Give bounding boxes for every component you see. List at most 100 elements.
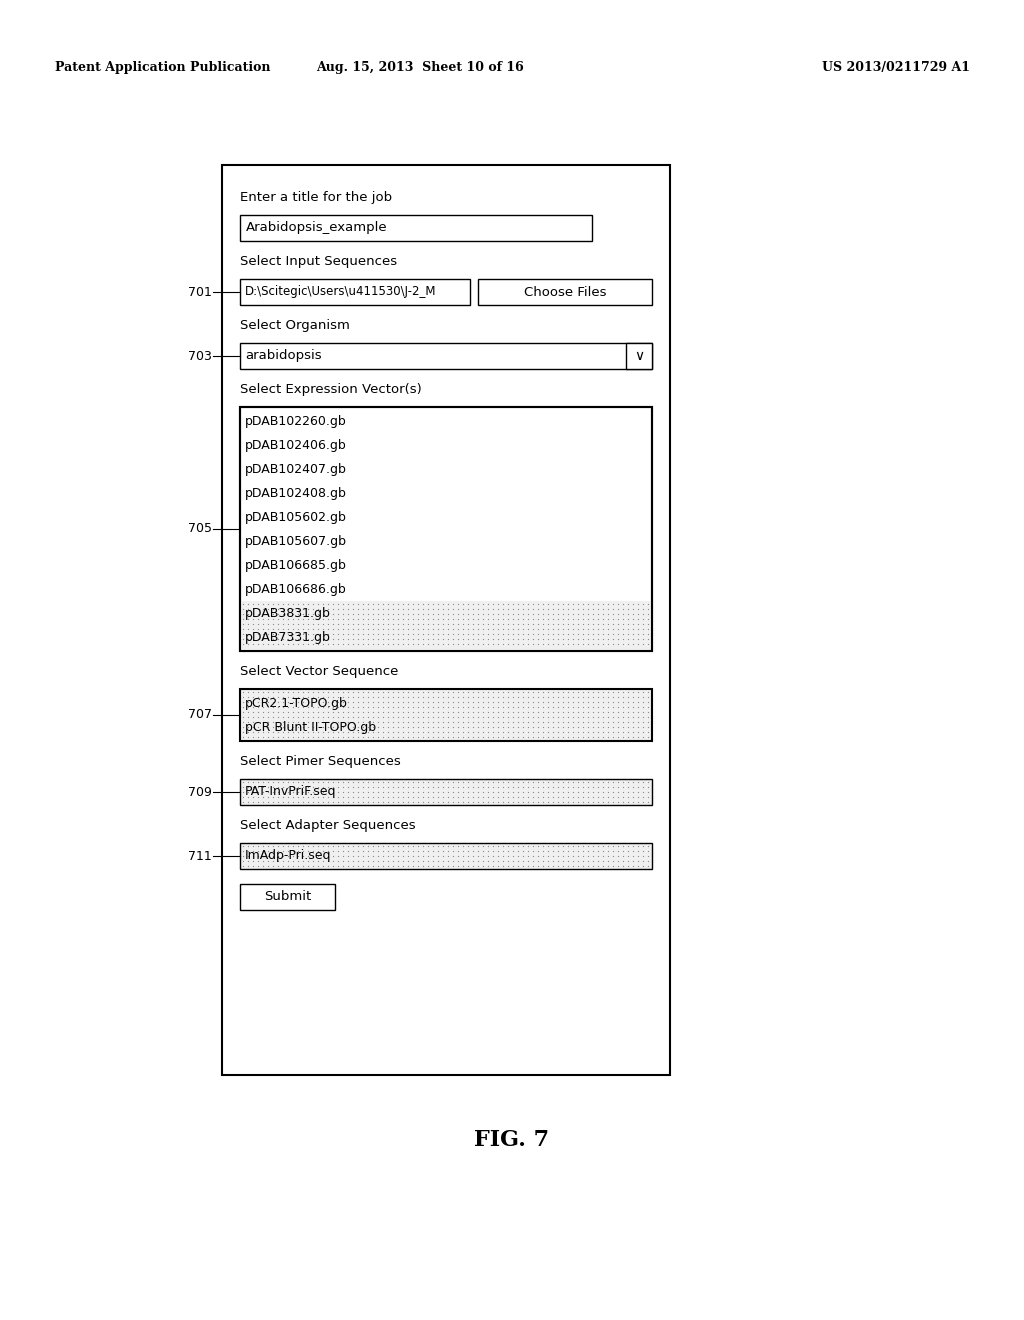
Point [325, 701, 341, 722]
Point [234, 845, 251, 866]
Point [585, 836, 601, 857]
Point [245, 776, 261, 797]
Point [359, 841, 376, 862]
Point [590, 792, 606, 813]
Point [265, 771, 282, 792]
Point [420, 619, 436, 640]
Point [535, 681, 551, 702]
Point [420, 787, 436, 808]
Point [535, 598, 551, 619]
Point [435, 781, 452, 803]
Point [300, 623, 316, 644]
Point [245, 717, 261, 738]
Point [630, 781, 646, 803]
Point [325, 686, 341, 708]
Point [510, 594, 526, 615]
Point [574, 681, 591, 702]
Point [455, 628, 471, 649]
Point [555, 776, 571, 797]
Point [460, 841, 476, 862]
Point [585, 598, 601, 619]
Point [495, 845, 511, 866]
Point [605, 855, 622, 876]
Point [290, 614, 306, 635]
Point [370, 619, 386, 640]
Point [435, 594, 452, 615]
Point [595, 855, 611, 876]
Point [475, 776, 492, 797]
Point [274, 619, 291, 640]
Point [325, 623, 341, 644]
Point [470, 609, 486, 630]
Point [354, 701, 371, 722]
Point [489, 598, 506, 619]
Point [410, 603, 426, 624]
Point [300, 850, 316, 871]
Point [410, 701, 426, 722]
Point [425, 686, 441, 708]
Point [340, 787, 356, 808]
Text: pDAB102406.gb: pDAB102406.gb [245, 438, 347, 451]
Point [265, 701, 282, 722]
Point [495, 836, 511, 857]
Point [515, 594, 531, 615]
Point [390, 836, 407, 857]
Point [260, 628, 276, 649]
Point [365, 792, 381, 813]
Point [480, 776, 497, 797]
Point [620, 717, 636, 738]
Point [274, 841, 291, 862]
Point [370, 792, 386, 813]
Point [510, 681, 526, 702]
Point [470, 845, 486, 866]
Point [610, 717, 627, 738]
Point [480, 609, 497, 630]
Point [525, 845, 542, 866]
Point [359, 855, 376, 876]
Point [300, 628, 316, 649]
Point [495, 701, 511, 722]
Point [585, 594, 601, 615]
Point [359, 836, 376, 857]
Point [455, 686, 471, 708]
Point [415, 603, 431, 624]
Point [560, 781, 577, 803]
Point [260, 619, 276, 640]
Point [234, 619, 251, 640]
Point [350, 686, 367, 708]
Point [410, 717, 426, 738]
Point [335, 598, 351, 619]
Point [590, 628, 606, 649]
Point [340, 594, 356, 615]
Point [625, 697, 641, 718]
Point [359, 845, 376, 866]
Point [340, 711, 356, 733]
Point [415, 787, 431, 808]
Point [515, 706, 531, 727]
Point [465, 686, 481, 708]
Point [410, 841, 426, 862]
Point [489, 722, 506, 743]
Point [359, 776, 376, 797]
Point [525, 628, 542, 649]
Point [620, 771, 636, 792]
Point [365, 787, 381, 808]
Point [269, 628, 286, 649]
Point [610, 686, 627, 708]
Point [625, 781, 641, 803]
Point [640, 697, 656, 718]
Point [460, 692, 476, 713]
Point [540, 701, 556, 722]
Point [620, 609, 636, 630]
Point [310, 603, 327, 624]
Point [635, 845, 651, 866]
Point [350, 628, 367, 649]
Point [605, 614, 622, 635]
Point [300, 706, 316, 727]
Point [535, 692, 551, 713]
Bar [240, 689, 652, 741]
Point [484, 841, 501, 862]
Point [440, 614, 457, 635]
Point [525, 855, 542, 876]
Point [425, 697, 441, 718]
